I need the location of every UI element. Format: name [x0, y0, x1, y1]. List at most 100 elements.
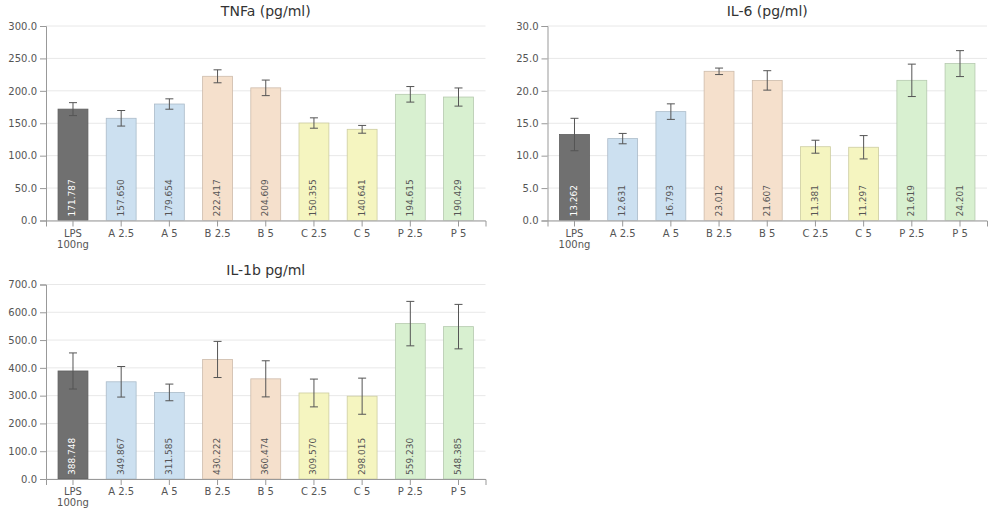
y-tick: 0.0 — [21, 215, 46, 226]
tick-mark — [542, 58, 548, 59]
x-tick-label: LPS100ng — [57, 228, 89, 250]
grid-line — [46, 284, 486, 285]
x-tick-label: C 5 — [855, 228, 872, 239]
error-bar-stem — [362, 378, 363, 414]
tick-mark — [40, 26, 46, 27]
tick-mark — [458, 479, 459, 485]
y-tick-label: 500.0 — [8, 335, 37, 346]
bar — [704, 71, 734, 220]
x-tick-label: LPS100ng — [57, 486, 89, 508]
x-tick: P 5 — [451, 221, 467, 239]
x-tick: C 2.5 — [301, 221, 327, 239]
tick-mark — [40, 91, 46, 92]
error-bar-cap — [262, 95, 270, 96]
data-labels: 388.748349.867311.585430.222360.474309.5… — [67, 438, 463, 475]
tick-mark — [362, 479, 363, 485]
error-bar-stem — [815, 140, 816, 153]
y-tick-label: 0.0 — [523, 215, 539, 226]
axis-line — [40, 285, 47, 480]
x-tick-label-line: P 5 — [952, 228, 968, 239]
tick-mark — [40, 188, 46, 189]
axis-line — [40, 27, 47, 222]
error-bar — [811, 140, 819, 153]
error-bar — [908, 64, 916, 96]
error-bar-cap — [715, 68, 723, 69]
tick-mark — [542, 221, 548, 222]
error-bar-stem — [169, 99, 170, 109]
data-label: 222.417 — [212, 179, 222, 216]
x-tick-label-line: P 5 — [451, 228, 467, 239]
tick-mark — [40, 340, 46, 341]
tick-mark — [313, 221, 314, 227]
x-tick: C 2.5 — [301, 479, 327, 497]
error-bar-cap — [117, 126, 125, 127]
error-bar-cap — [406, 102, 414, 103]
error-bar-stem — [313, 379, 314, 407]
chart-title: TNFa (pg/ml) — [220, 3, 311, 19]
y-tick-label: 100.0 — [8, 446, 37, 457]
error-bar-cap — [165, 98, 173, 99]
y-tick: 50.0 — [15, 183, 46, 194]
error-bar-stem — [72, 353, 73, 389]
error-bar-cap — [69, 115, 77, 116]
data-label: 360.474 — [260, 438, 270, 475]
data-label: 23.012 — [714, 185, 724, 217]
x-tick: B 2.5 — [205, 479, 231, 497]
axis-line — [548, 221, 988, 227]
y-tick: 600.0 — [8, 307, 46, 318]
y-tick-label: 400.0 — [8, 363, 37, 374]
data-label: 13.262 — [569, 185, 579, 217]
error-bar-stem — [719, 68, 720, 74]
data-label: 349.867 — [116, 438, 126, 475]
tick-mark — [121, 221, 122, 227]
grid — [548, 26, 988, 221]
error-bar-cap — [956, 76, 964, 77]
x-tick-label: P 5 — [451, 228, 467, 239]
error-bar-stem — [622, 133, 623, 143]
data-label: 309.570 — [308, 438, 318, 475]
data-label: 311.585 — [164, 438, 174, 475]
y-tick: 500.0 — [8, 335, 46, 346]
y-tick: 300.0 — [8, 390, 46, 401]
x-tick-label-line: B 5 — [258, 228, 274, 239]
tick-mark — [40, 312, 46, 313]
x-tick: A 2.5 — [108, 221, 134, 239]
x-tick: B 2.5 — [205, 221, 231, 239]
tick-mark — [40, 221, 46, 222]
plot-area — [58, 70, 473, 221]
data-label: 150.355 — [308, 179, 318, 216]
error-bar-cap — [455, 87, 463, 88]
y-tick-label: 10.0 — [516, 150, 538, 161]
tick-mark — [458, 221, 459, 227]
bar — [58, 109, 88, 220]
grid-line — [46, 58, 486, 59]
y-tick-label: 150.0 — [8, 118, 37, 129]
tick-mark — [542, 91, 548, 92]
panel: 0.05.010.015.020.025.030.0LPS100ngA 2.5A… — [516, 3, 987, 250]
error-bar — [165, 99, 173, 109]
axis-line — [47, 221, 487, 227]
error-bar — [619, 133, 627, 143]
tick-mark — [313, 479, 314, 485]
data-label: 548.385 — [453, 438, 463, 475]
chart-canvas: 0.050.0100.0150.0200.0250.0300.0LPS100ng… — [0, 0, 1003, 517]
bar — [945, 64, 975, 221]
y-axis: 0.05.010.015.020.025.030.0 — [516, 21, 548, 227]
tick-mark — [622, 221, 623, 227]
error-bar-cap — [69, 389, 77, 390]
tick-mark — [40, 123, 46, 124]
x-tick: C 5 — [855, 221, 872, 239]
x-tick: C 5 — [354, 221, 371, 239]
x-tick-label-line: C 2.5 — [802, 228, 828, 239]
error-bar-cap — [117, 397, 125, 398]
error-bar-cap — [214, 341, 222, 342]
x-tick-label: P 2.5 — [398, 228, 423, 239]
error-bar — [455, 304, 463, 348]
error-bar — [117, 111, 125, 127]
x-tick-label-line: LPS — [566, 228, 584, 239]
data-label: 11.297 — [858, 185, 868, 217]
y-tick-label: 250.0 — [8, 53, 37, 64]
bar — [897, 80, 927, 220]
x-tick-label: A 5 — [161, 228, 177, 239]
bar — [801, 147, 831, 221]
